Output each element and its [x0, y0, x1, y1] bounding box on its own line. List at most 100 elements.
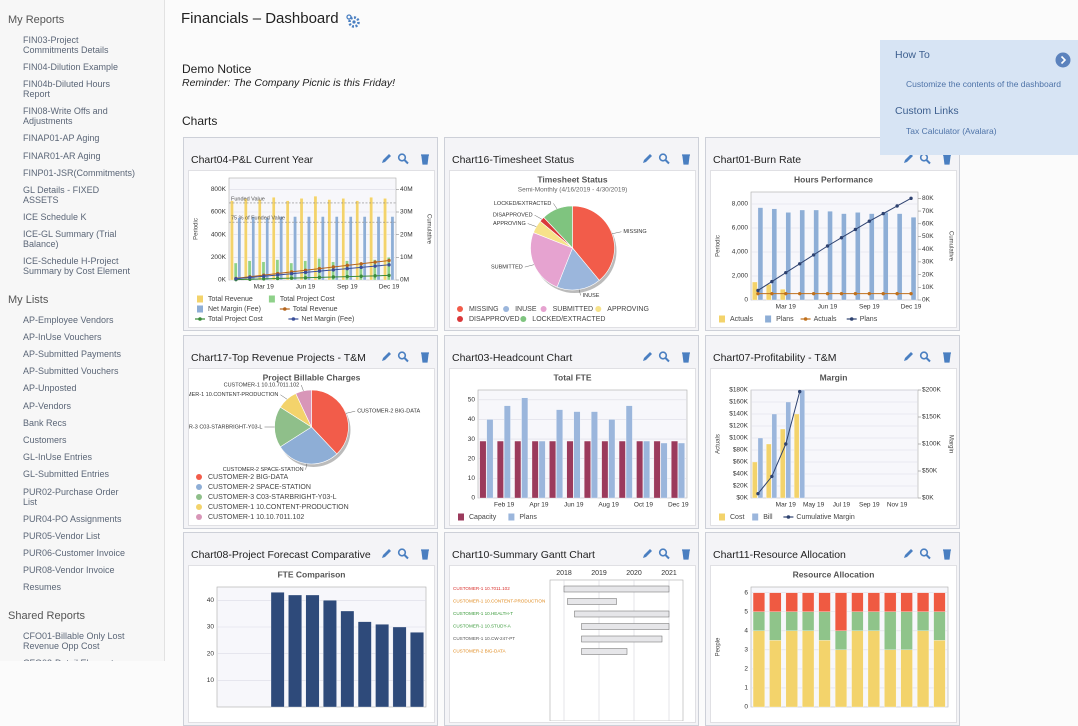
bar [244, 198, 248, 281]
sidebar-link[interactable]: FINP01-JSR(Commitments) [23, 167, 136, 178]
sidebar-link[interactable]: FIN04-Dilution Example [23, 61, 119, 72]
gantt-bar [581, 648, 628, 655]
sidebar-link[interactable]: Resumes [23, 582, 62, 593]
edit-icon[interactable] [382, 352, 391, 361]
line-marker [811, 291, 816, 296]
edit-icon[interactable] [904, 154, 913, 163]
sidebar-link[interactable]: Customers [23, 434, 67, 445]
y2-tick-label: 10M [400, 254, 413, 261]
search-icon[interactable] [397, 153, 407, 162]
line-marker [867, 219, 871, 223]
legend-label: MISSING [469, 306, 499, 313]
sidebar-link[interactable]: AP-Submitted Vouchers [23, 366, 119, 377]
edit-icon[interactable] [643, 549, 652, 558]
bar [910, 217, 917, 301]
delete-icon[interactable] [421, 154, 429, 165]
edit-icon[interactable] [904, 352, 913, 361]
chart-card: Chart10-Summary Gantt Chart 2018 2019 2020 2… [444, 532, 699, 726]
line-marker [811, 253, 816, 257]
sidebar-link[interactable]: ICE-Schedule H-Project Summary by Cost E… [23, 256, 131, 277]
x-tick-label: Jun 19 [296, 284, 316, 291]
line-marker [373, 274, 377, 278]
bar [293, 216, 297, 281]
sidebar-link[interactable]: PUR06-Customer Invoice [23, 548, 126, 559]
notice-text: Reminder: The Company Picnic is this Fri… [182, 77, 395, 89]
delete-icon[interactable] [943, 549, 951, 560]
legend-marker [457, 316, 463, 322]
delete-icon[interactable] [943, 352, 951, 363]
delete-icon[interactable] [682, 352, 690, 363]
search-icon[interactable] [919, 548, 929, 557]
sidebar-link[interactable]: AP-Submitted Payments [23, 349, 122, 360]
line-marker [317, 266, 322, 271]
line-marker [248, 275, 252, 280]
sidebar-link[interactable]: PUR05-Vendor List [23, 530, 101, 541]
sidebar-link[interactable]: PUR08-Vendor Invoice [23, 565, 115, 576]
y-tick-label: 2 [744, 666, 748, 673]
bar [917, 611, 930, 631]
sidebar-link[interactable]: FIN04b-Diluted Hours Report [23, 78, 111, 99]
sidebar-link[interactable]: FIN03-Project Commitments Details [23, 34, 109, 55]
sidebar-link[interactable]: ICE Schedule K [23, 212, 87, 223]
search-icon[interactable] [397, 548, 407, 557]
sidebar-link[interactable]: CFO01-Billable Only Lost Revenue Opp Cos… [23, 630, 125, 651]
y-tick-label: 40 [207, 597, 215, 604]
y2-tick-label: 10K [922, 284, 934, 291]
search-icon[interactable] [919, 351, 929, 360]
sidebar-link[interactable]: FINAR01-AR Aging [23, 150, 101, 161]
search-icon[interactable] [919, 153, 929, 162]
x-tick-label: Sep 19 [859, 304, 880, 311]
settings-icon[interactable] [345, 13, 361, 29]
edit-icon[interactable] [904, 549, 913, 558]
expand-button[interactable] [1055, 52, 1071, 68]
sidebar-link[interactable]: AP-Unposted [23, 383, 77, 394]
sidebar-link[interactable]: AP-Vendors [23, 400, 72, 411]
card-actions [904, 153, 951, 165]
delete-icon[interactable] [421, 549, 429, 560]
y-tick-label: 0 [471, 495, 475, 502]
edit-icon[interactable] [382, 154, 391, 163]
bar [851, 611, 864, 631]
delete-icon[interactable] [682, 549, 690, 560]
edit-icon[interactable] [643, 154, 652, 163]
sidebar-link[interactable]: GL-Submitted Entries [23, 469, 110, 480]
sidebar-link[interactable]: GL Details - FIXED ASSETS [23, 184, 100, 205]
search-icon[interactable] [658, 153, 668, 162]
card-title: Chart08-Project Forecast Comparative [191, 549, 371, 561]
sidebar-link[interactable]: AP-InUse Vouchers [23, 331, 102, 342]
sidebar-link[interactable]: PUR02-Purchase Order List [23, 486, 119, 507]
sidebar-link[interactable]: Bank Recs [23, 417, 67, 428]
sidebar-link[interactable]: AP-Employee Vendors [23, 314, 114, 325]
x-tick-label: Feb 19 [494, 502, 515, 509]
bar [618, 440, 626, 499]
y-tick-label: $40K [733, 471, 749, 478]
bar [321, 216, 325, 281]
search-icon[interactable] [397, 351, 407, 360]
delete-icon[interactable] [682, 154, 690, 165]
delete-icon[interactable] [421, 352, 429, 363]
sidebar-link[interactable]: ICE-GL Summary (Trial Balance) [23, 229, 117, 250]
edit-icon[interactable] [382, 549, 391, 558]
bar [867, 611, 880, 631]
bar [660, 442, 668, 499]
bar [785, 630, 798, 708]
slice-label: CUSTOMER-3 C03-STARBRIGHT-Y03-L [189, 424, 263, 430]
bar [851, 592, 864, 612]
legend-marker [595, 306, 602, 312]
bar [531, 440, 539, 499]
sidebar-link[interactable]: CFO02-Detail Element Breakdown [0, 654, 143, 661]
search-icon[interactable] [658, 548, 668, 557]
y-tick-label: 2,000 [732, 273, 749, 280]
slice-label: CUSTOMER-2 BIG-DATA [357, 409, 420, 415]
slice-label: CUSTOMER-1 10.10.7011.102 [224, 382, 300, 388]
sidebar-link[interactable]: GL-InUse Entries [23, 452, 93, 463]
sidebar-link[interactable]: FINAP01-AP Aging [23, 133, 100, 144]
custom-link[interactable]: Tax Calculator (Avalara) [906, 126, 997, 136]
sidebar-link[interactable]: FIN08-Write Offs and Adjustments [23, 106, 108, 127]
sidebar-link[interactable]: PUR04-PO Assignments [23, 513, 122, 524]
delete-icon[interactable] [943, 154, 951, 165]
how-to-link[interactable]: Customize the contents of the dashboard [906, 79, 1061, 89]
search-icon[interactable] [658, 351, 668, 360]
card-title: Chart17-Top Revenue Projects - T&M [191, 352, 366, 364]
edit-icon[interactable] [643, 352, 652, 361]
